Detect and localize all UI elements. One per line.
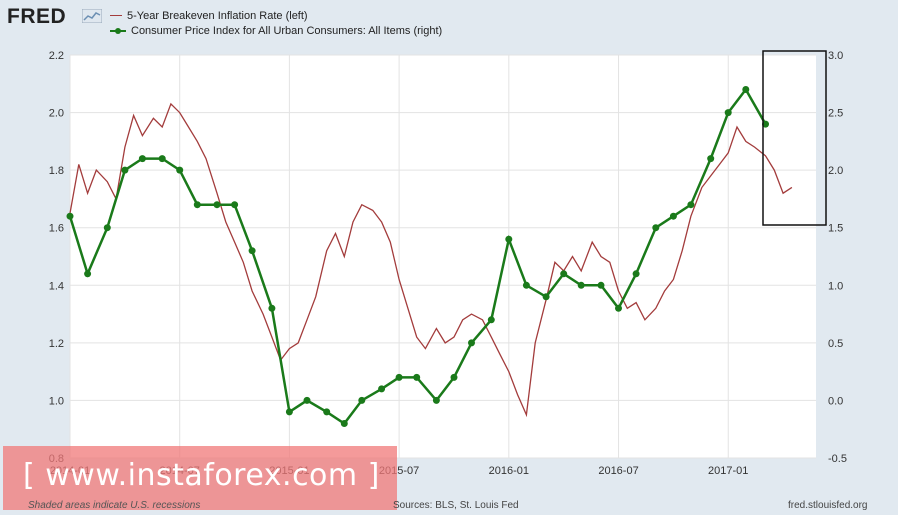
right-tick-label: -0.5	[828, 453, 847, 465]
cpi-data-point	[615, 304, 622, 312]
watermark-text: [ www.instaforex.com ]	[23, 458, 380, 493]
cpi-data-point	[724, 109, 732, 117]
right-tick-label: 1.5	[828, 223, 843, 235]
cpi-data-point	[231, 201, 239, 209]
breakeven-series-line	[69, 102, 793, 418]
cpi-data-point	[268, 304, 276, 312]
watermark-overlay: [ www.instaforex.com ]	[3, 446, 397, 510]
left-tick-label: 1.2	[49, 338, 64, 350]
cpi-data-point	[577, 281, 585, 289]
right-tick-label: 2.5	[828, 108, 843, 120]
cpi-data-point	[560, 270, 568, 278]
cpi-data-point	[487, 316, 495, 324]
cpi-data-point	[121, 166, 129, 174]
right-tick-label: 0.5	[828, 338, 843, 350]
cpi-data-point	[138, 155, 146, 163]
right-tick-label: 0.0	[828, 395, 843, 407]
cpi-data-point	[303, 396, 311, 404]
cpi-data-point	[213, 201, 221, 209]
cpi-data-point	[378, 385, 386, 393]
cpi-data-point	[468, 339, 475, 347]
cpi-data-point	[669, 212, 677, 220]
cpi-data-point	[66, 212, 74, 220]
cpi-data-point	[103, 224, 111, 232]
cpi-data-point	[323, 408, 331, 416]
right-axis: -0.5 0.0 0.5 1.0 1.5 2.0 2.5 3.0	[828, 50, 847, 465]
legend-item-cpi[interactable]: Consumer Price Index for All Urban Consu…	[110, 23, 442, 38]
x-tick-label: 2016-01	[489, 465, 529, 477]
left-tick-label: 1.8	[49, 165, 64, 177]
cpi-data-point	[652, 224, 660, 232]
cpi-data-point	[176, 166, 184, 174]
legend-label-breakeven: 5-Year Breakeven Inflation Rate (left)	[127, 9, 308, 22]
cpi-swatch-icon	[110, 27, 126, 34]
cpi-data-point	[522, 281, 530, 289]
left-tick-label: 1.0	[49, 395, 64, 407]
cpi-data-point	[358, 396, 366, 404]
right-tick-label: 3.0	[828, 50, 843, 62]
chart-legend: 5-Year Breakeven Inflation Rate (left) C…	[110, 8, 442, 38]
legend-label-cpi: Consumer Price Index for All Urban Consu…	[131, 24, 443, 37]
cpi-data-point	[632, 270, 640, 278]
left-tick-label: 1.6	[49, 223, 64, 235]
left-tick-label: 2.0	[49, 108, 64, 120]
breakeven-swatch-icon	[110, 15, 122, 16]
cpi-data-point	[542, 293, 550, 301]
highlight-box	[762, 50, 827, 226]
cpi-data-point	[597, 281, 605, 289]
cpi-data-point	[248, 247, 256, 255]
cpi-data-point	[285, 408, 293, 416]
recession-note: Shaded areas indicate U.S. recessions	[28, 500, 201, 511]
cpi-data-point	[432, 396, 440, 404]
sources-note: Sources: BLS, St. Louis Fed	[393, 500, 519, 511]
cpi-data-point	[413, 373, 421, 381]
left-axis: 0.81.01.21.41.61.82.02.2	[49, 50, 64, 465]
cpi-data-point	[395, 373, 403, 381]
cpi-series-points	[66, 86, 769, 427]
cpi-data-point	[687, 201, 695, 209]
legend-item-breakeven[interactable]: 5-Year Breakeven Inflation Rate (left)	[110, 8, 442, 23]
cpi-data-point	[158, 155, 166, 163]
chart-logo-icon	[82, 9, 102, 23]
cpi-data-point	[84, 270, 92, 278]
left-tick-label: 2.2	[49, 50, 64, 62]
left-tick-label: 1.4	[49, 280, 64, 292]
x-tick-label: 2017-01	[708, 465, 748, 477]
cpi-data-point	[193, 201, 201, 209]
fred-logo[interactable]: FRED	[7, 5, 67, 28]
cpi-data-point	[707, 155, 715, 163]
x-tick-label: 2016-07	[598, 465, 638, 477]
cpi-data-point	[505, 235, 513, 243]
right-tick-label: 2.0	[828, 165, 843, 177]
cpi-data-point	[450, 373, 458, 381]
cpi-data-point	[742, 86, 750, 93]
cpi-data-point	[340, 420, 348, 427]
site-link[interactable]: fred.stlouisfed.org	[788, 500, 868, 511]
right-tick-label: 1.0	[828, 280, 843, 292]
